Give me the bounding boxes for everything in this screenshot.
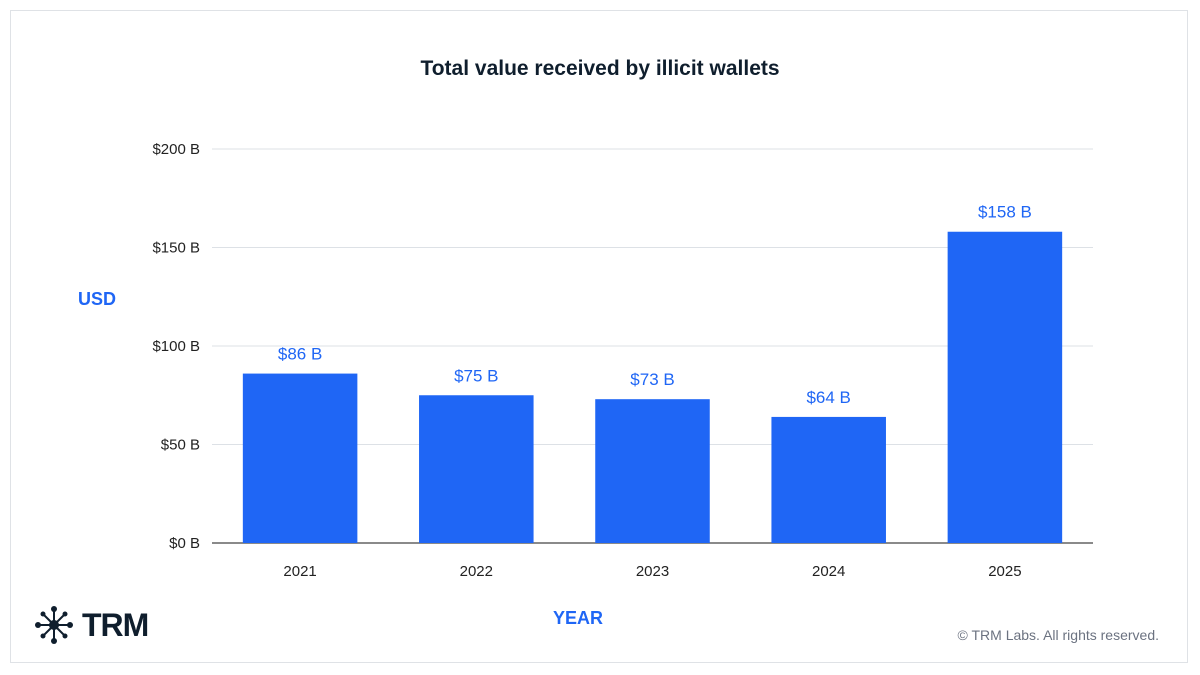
data-label: $64 B xyxy=(806,388,850,407)
chart-frame xyxy=(10,10,1188,663)
bar xyxy=(771,416,886,543)
data-label: $158 B xyxy=(978,203,1032,222)
bar xyxy=(242,373,358,543)
y-tick-label: $150 B xyxy=(152,240,200,257)
copyright: © TRM Labs. All rights reserved. xyxy=(957,627,1159,643)
trm-network-icon xyxy=(35,606,73,644)
x-tick-label: 2021 xyxy=(283,563,316,580)
chart-title: Total value received by illicit wallets xyxy=(420,57,780,80)
x-tick-label: 2022 xyxy=(460,563,493,580)
data-label: $75 B xyxy=(454,366,498,385)
logo-text: TRM xyxy=(82,606,149,643)
x-tick-label: 2024 xyxy=(812,563,845,580)
bar xyxy=(947,231,1063,544)
bar xyxy=(419,395,534,543)
data-label: $73 B xyxy=(630,370,674,389)
x-axis-label: YEAR xyxy=(553,608,604,628)
y-tick-label: $100 B xyxy=(152,338,200,355)
bar xyxy=(595,399,710,543)
y-axis-label: USD xyxy=(78,289,117,309)
y-tick-label: $50 B xyxy=(161,437,200,454)
trm-logo: TRM xyxy=(34,605,149,645)
data-label: $86 B xyxy=(278,345,322,364)
y-tick-label: $200 B xyxy=(152,141,200,158)
x-tick-label: 2023 xyxy=(636,563,669,580)
y-tick-label: $0 B xyxy=(169,535,200,552)
x-tick-label: 2025 xyxy=(988,563,1021,580)
